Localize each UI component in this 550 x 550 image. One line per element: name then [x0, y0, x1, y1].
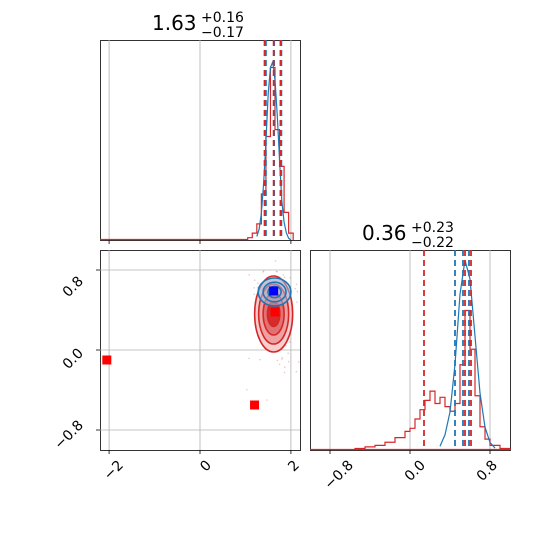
sample-point [278, 363, 281, 366]
truth-marker-red [270, 307, 280, 317]
sample-point [275, 270, 278, 273]
truth-marker-red [102, 355, 112, 365]
title-param1-plus: +0.16 [201, 10, 244, 26]
truth-marker-blue [269, 286, 279, 296]
hist-param2-panel [310, 250, 511, 454]
sample-point [283, 276, 286, 279]
x-tick-label: 0.0 [402, 458, 429, 485]
sample-point [297, 361, 300, 363]
density-contour-blue [267, 285, 282, 299]
x-tick-label: 0 [197, 458, 215, 476]
sample-point [253, 286, 255, 289]
panel-top-left-frame [100, 40, 301, 241]
title-param2-value: 0.36 [362, 221, 407, 245]
sample-point [266, 399, 268, 401]
title-param1-value: 1.63 [152, 11, 197, 35]
title-param2-minus: −0.22 [411, 235, 454, 251]
sample-point [276, 359, 279, 362]
sample-point [283, 371, 286, 374]
x-tick-labels-param1: −2 0 2 [101, 458, 303, 484]
sample-point [281, 358, 283, 360]
sample-point [253, 279, 256, 282]
sample-point [257, 282, 259, 285]
title-param2-plus: +0.23 [411, 220, 454, 236]
hist-red-series [354, 309, 511, 450]
sample-point [259, 358, 261, 361]
hist-red-series [247, 66, 294, 240]
hist-param1-panel [100, 40, 294, 244]
truth-marker-red [250, 400, 260, 410]
x-tick-label: 2 [285, 458, 303, 476]
hist-blue-series [439, 259, 496, 449]
sample-point [282, 274, 285, 276]
title-param1: 1.63 +0.16 −0.17 [152, 10, 244, 41]
sample-point [253, 293, 256, 296]
scatter-panel [96, 250, 300, 454]
sample-point [296, 301, 298, 303]
title-param1-minus: −0.17 [201, 25, 244, 41]
y-tick-label: 0.0 [60, 346, 87, 373]
sample-point [262, 270, 265, 272]
x-tick-label: −0.8 [321, 458, 356, 493]
sample-point [281, 357, 283, 359]
density-contour-blue [262, 281, 287, 303]
x-tick-label: 0.8 [474, 458, 501, 485]
sample-point [289, 341, 291, 343]
sample-point [287, 360, 290, 363]
y-tick-label: 0.8 [60, 274, 87, 301]
sample-point [295, 283, 298, 286]
sample-point [248, 357, 250, 360]
y-tick-label: −0.8 [51, 418, 86, 453]
sample-point [246, 388, 248, 391]
sample-point [289, 276, 291, 279]
x-tick-label: −2 [101, 458, 127, 484]
x-tick-labels-param2: −0.8 0.0 0.8 [321, 458, 500, 493]
title-param2: 0.36 +0.23 −0.22 [362, 220, 454, 251]
sample-point [248, 273, 250, 276]
sample-point [294, 287, 297, 290]
sample-point [287, 352, 289, 355]
sample-point [274, 260, 277, 262]
y-tick-labels: 0.8 0.0 −0.8 [51, 274, 86, 453]
panel-bottom-right-frame [310, 250, 511, 451]
panel-bottom-left-frame [100, 250, 301, 451]
sample-point [283, 366, 286, 369]
sample-point [296, 290, 299, 293]
sample-point [295, 370, 298, 373]
